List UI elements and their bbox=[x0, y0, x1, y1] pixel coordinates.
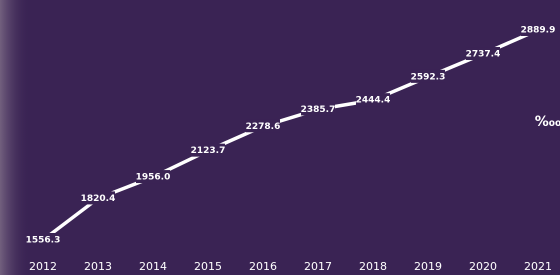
value-label: 1956.0 bbox=[136, 173, 171, 183]
value-label: 1556.3 bbox=[26, 236, 61, 246]
x-tick-label: 2012 bbox=[29, 260, 57, 273]
unit-label: ‱ bbox=[535, 114, 560, 130]
chart: ‱ 1556.3 1820.4 1956.0 2123.7 2278.6 2385.7 24… bbox=[0, 0, 560, 275]
x-tick-label: 2018 bbox=[359, 260, 387, 273]
value-label: 2444.4 bbox=[356, 96, 391, 106]
x-tick-label: 2019 bbox=[414, 260, 442, 273]
value-label: 2278.6 bbox=[246, 122, 281, 132]
x-tick-label: 2017 bbox=[304, 260, 332, 273]
line bbox=[43, 30, 538, 240]
value-label: 1820.4 bbox=[81, 194, 116, 204]
value-label: 2123.7 bbox=[191, 146, 226, 156]
value-label: 2385.7 bbox=[301, 105, 336, 115]
value-label: 2737.4 bbox=[466, 50, 501, 60]
value-label: 2889.9 bbox=[521, 26, 556, 36]
x-tick-label: 2020 bbox=[469, 260, 497, 273]
x-tick-label: 2021 bbox=[524, 260, 552, 273]
x-tick-label: 2014 bbox=[139, 260, 167, 273]
value-label: 2592.3 bbox=[411, 72, 446, 82]
x-tick-label: 2015 bbox=[194, 260, 222, 273]
x-tick-label: 2016 bbox=[249, 260, 277, 273]
x-tick-label: 2013 bbox=[84, 260, 112, 273]
page: {"chart_data": {"type": "line", "categor… bbox=[0, 0, 560, 275]
background-edge bbox=[0, 0, 30, 275]
